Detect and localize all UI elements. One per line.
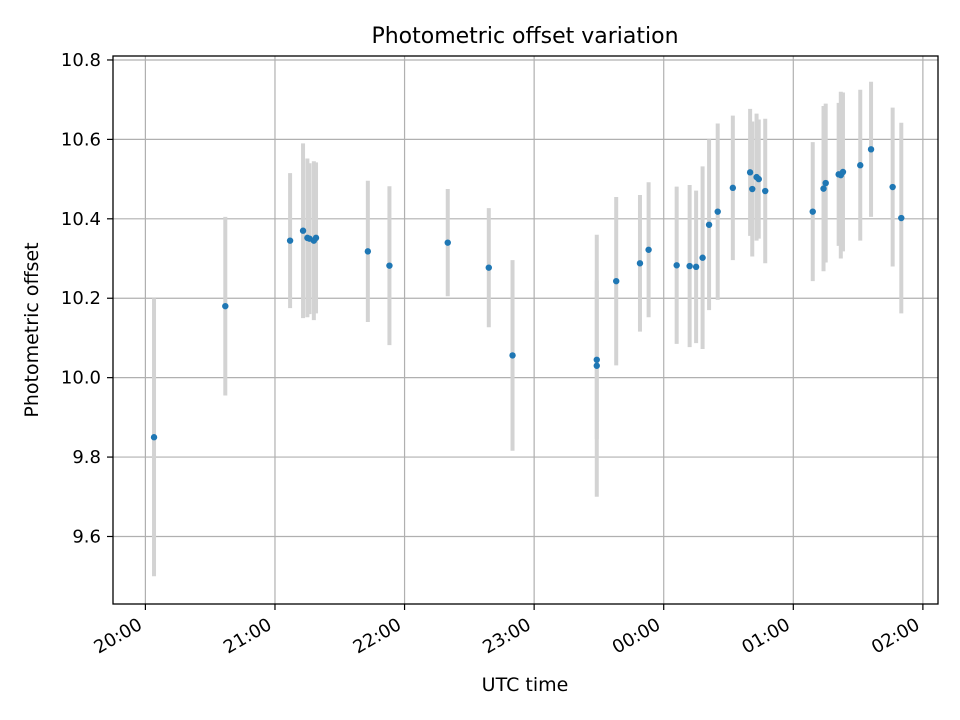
data-point <box>312 234 320 242</box>
data-point <box>749 185 756 193</box>
data-point <box>286 237 294 244</box>
data-point <box>889 183 896 191</box>
data-point <box>822 179 829 187</box>
y-axis: 9.6 9.8 10.0 10.2 10.4 10.6 10.8 <box>61 50 113 547</box>
grid <box>113 56 938 604</box>
data-point <box>755 175 762 183</box>
data-point <box>857 162 864 169</box>
data-point <box>839 168 847 176</box>
data-point <box>222 302 229 310</box>
data-point <box>746 169 754 176</box>
y-axis-label: Photometric offset <box>21 242 43 417</box>
plot-frame <box>112 55 939 605</box>
y-tick-label: 10.2 <box>61 288 101 309</box>
data-point <box>636 260 644 267</box>
data-point <box>729 184 737 192</box>
y-tick-label: 10.4 <box>61 209 101 230</box>
data-point <box>150 434 158 441</box>
data-point <box>820 185 827 192</box>
data-point <box>593 362 600 369</box>
y-tick-label: 10.8 <box>61 50 101 71</box>
data-points <box>150 146 905 441</box>
y-tick-label: 10.0 <box>61 368 101 389</box>
data-point <box>386 262 393 269</box>
data-point <box>867 146 875 153</box>
y-tick-label: 9.8 <box>72 447 101 468</box>
data-point <box>364 248 372 255</box>
data-point <box>593 356 600 363</box>
data-point <box>762 187 769 195</box>
data-point <box>705 221 713 228</box>
data-point <box>714 208 721 215</box>
data-point <box>692 263 700 271</box>
data-point <box>699 254 706 261</box>
data-point <box>299 227 307 234</box>
data-point <box>509 352 516 359</box>
x-axis-label: UTC time <box>482 674 569 696</box>
data-point <box>645 246 652 253</box>
y-tick-label: 10.6 <box>61 129 101 150</box>
data-point <box>444 239 451 246</box>
data-point <box>898 214 905 222</box>
data-point <box>485 264 492 271</box>
data-point <box>673 262 680 269</box>
y-tick-label: 9.6 <box>72 526 101 547</box>
chart-title: Photometric offset variation <box>371 24 678 49</box>
data-point <box>613 277 620 285</box>
data-point <box>686 262 693 270</box>
data-point <box>809 208 816 215</box>
